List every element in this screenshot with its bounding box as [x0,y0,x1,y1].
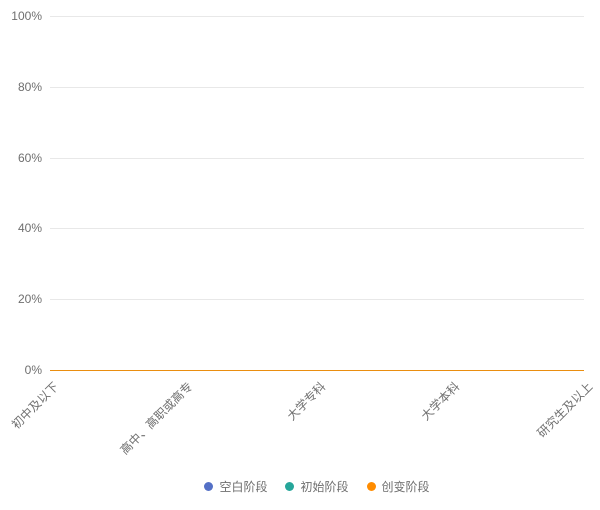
gridline [50,158,584,159]
legend-label: 初始阶段 [300,478,348,495]
y-tick-label: 40% [18,221,50,235]
legend-label: 空白阶段 [219,478,267,495]
chart-container: 0% 20% 40% 60% 80% 100% 初中及以下高中、高职或高专 大学专科 大学本科 研… [0,0,600,510]
plot-area: 0%20%40%60%80%100%初中及以下高中、高职或高专大学专科大学本科研… [50,16,584,370]
x-tick-label: 研究生及以上 [533,378,596,441]
x-tick-label: 大学本科 [417,378,463,424]
y-tick-label: 20% [18,292,50,306]
x-tick-label: 高中、高职或高专 [116,378,196,458]
gridline [50,87,584,88]
legend-swatch [285,482,294,491]
legend-item[interactable]: 初始阶段 [285,478,348,495]
gridline [50,228,584,229]
gridline [50,16,584,17]
gridline [50,299,584,300]
legend-label: 创变阶段 [382,478,430,495]
x-tick-label: 大学专科 [283,378,329,424]
x-tick-label: 初中及以下 [8,378,62,432]
legend-swatch [367,482,376,491]
y-tick-label: 60% [18,151,50,165]
y-tick-label: 80% [18,80,50,94]
legend-item[interactable]: 创变阶段 [367,478,430,495]
legend: 空白阶段 初始阶段 创变阶段 [50,478,584,495]
y-tick-label: 0% [25,363,50,377]
legend-swatch [204,482,213,491]
legend-item[interactable]: 空白阶段 [204,478,267,495]
y-tick-label: 100% [11,9,50,23]
series-line [50,370,584,371]
